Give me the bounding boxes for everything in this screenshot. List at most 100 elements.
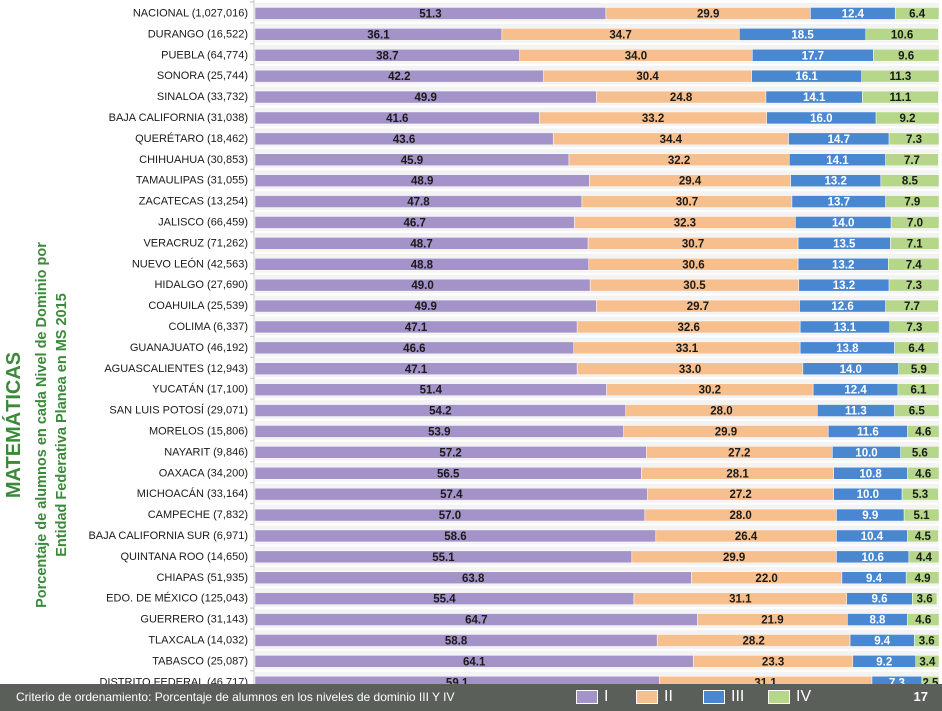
bar-segment-iv <box>907 613 940 626</box>
data-label-iv: 11.3 <box>889 71 911 83</box>
data-label-iv: 5.9 <box>911 364 927 376</box>
category-label: AGUASCALIENTES (12,943) <box>104 363 248 375</box>
data-label-i: 55.1 <box>432 552 455 564</box>
bar-segment-iv <box>897 383 940 396</box>
bar-segment-iv <box>885 299 939 313</box>
data-label-ii: 32.6 <box>677 322 699 334</box>
data-label-i: 64.7 <box>465 615 487 627</box>
data-label-i: 46.7 <box>404 217 426 229</box>
data-label-iii: 13.2 <box>832 259 854 271</box>
data-label-ii: 30.7 <box>676 197 698 209</box>
stacked-bar-chart: NACIONAL (1,027,016) 51.3 29.9 12.4 6.4 DURAN… <box>88 0 940 684</box>
bar-segment-iv <box>894 7 940 20</box>
bar-segment-iv <box>894 404 940 417</box>
data-label-i: 46.6 <box>403 343 425 355</box>
legend-label-iii: III <box>731 688 745 705</box>
legend-swatch-ii <box>636 690 658 704</box>
data-label-iv: 7.0 <box>907 217 923 229</box>
data-label-iii: 14.1 <box>803 92 826 104</box>
footer-bar: Criterio de ordenamiento: Porcentaje de … <box>0 684 942 711</box>
data-label-iii: 14.0 <box>840 364 862 376</box>
data-label-ii: 34.7 <box>609 29 631 41</box>
category-label: TABASCO (25,087) <box>152 655 248 667</box>
data-label-iv: 4.6 <box>915 426 931 438</box>
bar-segment-iv <box>875 111 940 125</box>
data-label-ii: 33.2 <box>642 113 664 125</box>
footer-caption: Criterio de ordenamiento: Porcentaje de … <box>16 690 455 704</box>
category-label: BAJA CALIFORNIA SUR (6,971) <box>88 530 248 542</box>
data-label-iv: 9.2 <box>900 113 916 125</box>
category-label: DURANGO (16,522) <box>148 28 248 40</box>
data-label-iii: 16.1 <box>795 71 818 83</box>
data-label-iii: 13.7 <box>828 197 850 209</box>
data-label-ii: 30.4 <box>636 71 659 83</box>
data-label-ii: 27.2 <box>728 447 750 459</box>
data-label-iii: 14.7 <box>828 134 850 146</box>
bar-segment-iv <box>914 634 940 647</box>
bar-segment-iv <box>885 153 939 166</box>
data-label-iv: 6.5 <box>909 406 926 418</box>
data-label-iv: 11.1 <box>889 92 911 104</box>
data-label-ii: 34.0 <box>625 50 647 62</box>
data-label-iv: 7.7 <box>904 301 920 313</box>
data-label-i: 47.1 <box>405 322 428 334</box>
data-label-iv: 7.3 <box>906 134 922 146</box>
bar-segment-iv <box>905 571 940 584</box>
data-label-iv: 4.9 <box>915 573 931 585</box>
data-label-i: 48.8 <box>411 259 434 271</box>
data-label-i: 43.6 <box>393 134 415 146</box>
data-label-iv: 4.6 <box>915 468 931 480</box>
category-label: EDO. DE MÉXICO (125,043) <box>106 592 248 605</box>
data-label-ii: 28.0 <box>729 510 751 522</box>
data-label-iii: 13.1 <box>834 322 857 334</box>
data-label-iii: 14.0 <box>832 217 854 229</box>
bar-segment-iv <box>865 28 939 41</box>
data-label-iii: 9.6 <box>871 594 887 606</box>
data-label-ii: 33.1 <box>676 343 699 355</box>
data-label-i: 38.7 <box>376 50 398 62</box>
category-label: COAHUILA (25,539) <box>148 300 248 312</box>
data-label-iv: 2.5 <box>922 677 939 684</box>
data-label-i: 53.9 <box>428 426 450 438</box>
bar-segment-iv <box>889 320 940 334</box>
bar-segment-iv <box>901 487 939 501</box>
category-label: CAMPECHE (7,832) <box>148 509 248 521</box>
category-label: SAN LUIS POTOSÍ (29,071) <box>109 404 248 417</box>
category-label: GUERRERO (31,143) <box>140 614 248 626</box>
data-label-iii: 9.2 <box>876 656 892 668</box>
category-label: MORELOS (15,806) <box>149 425 248 437</box>
data-label-iv: 7.7 <box>904 155 920 167</box>
data-label-iv: 4.6 <box>915 615 931 627</box>
data-label-i: 49.0 <box>411 280 433 292</box>
data-label-i: 42.2 <box>388 71 410 83</box>
data-label-i: 57.4 <box>440 489 463 501</box>
data-label-iii: 13.2 <box>825 176 847 188</box>
data-label-i: 48.9 <box>411 176 433 188</box>
data-label-ii: 30.7 <box>682 238 704 250</box>
data-label-iv: 8.5 <box>902 176 919 188</box>
data-label-iv: 6.1 <box>910 385 927 397</box>
data-label-iv: 7.4 <box>906 259 923 271</box>
data-label-i: 57.0 <box>439 510 461 522</box>
data-label-ii: 29.9 <box>723 552 745 564</box>
data-label-i: 54.2 <box>429 406 451 418</box>
bar-segment-iv <box>873 49 940 62</box>
bar-segment-iv <box>907 425 940 438</box>
data-label-iv: 3.6 <box>919 635 935 647</box>
data-label-iii: 8.8 <box>869 615 886 627</box>
category-label: ZACATECAS (13,254) <box>139 196 248 208</box>
category-label: QUINTANA ROO (14,650) <box>120 551 248 563</box>
data-label-i: 51.4 <box>420 385 443 397</box>
data-label-i: 49.9 <box>414 301 436 313</box>
legend-item-iv: IV <box>768 687 811 707</box>
data-label-iv: 3.6 <box>917 594 933 606</box>
data-label-ii: 23.3 <box>762 656 784 668</box>
legend-label-iv: IV <box>796 688 812 705</box>
category-label: HIDALGO (27,690) <box>154 279 248 291</box>
legend-swatch-iv <box>768 690 790 704</box>
data-label-iv: 5.6 <box>912 447 928 459</box>
data-label-i: 41.6 <box>386 113 408 125</box>
bar-segment-iv <box>861 69 940 83</box>
data-label-iv: 3.4 <box>919 656 936 668</box>
legend-swatch-iii <box>703 690 725 704</box>
